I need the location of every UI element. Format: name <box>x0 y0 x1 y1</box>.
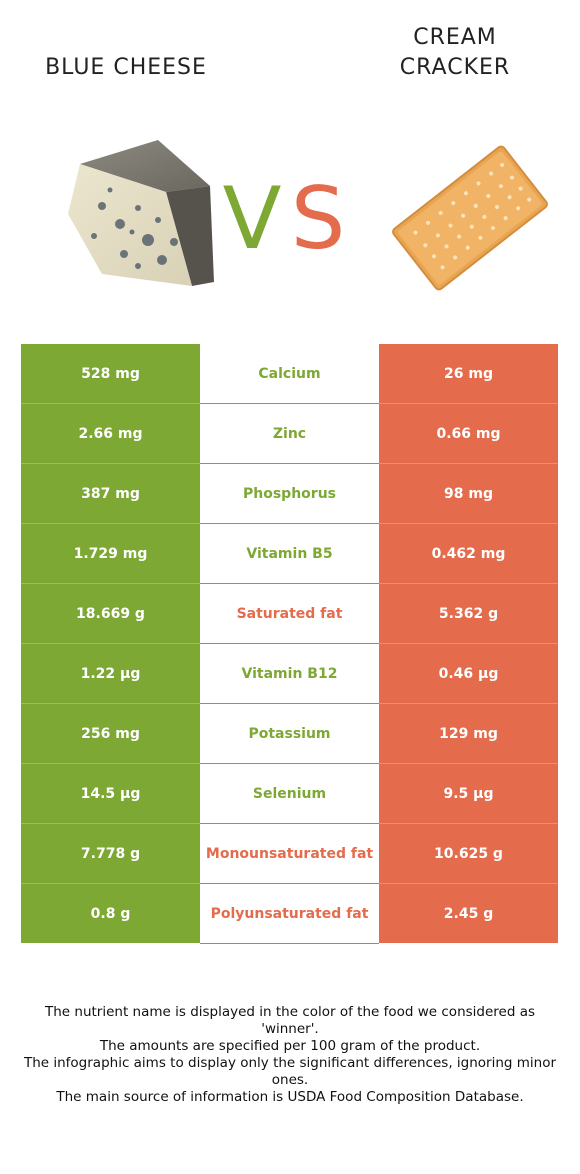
nutrient-row: 256 mg Potassium 129 mg <box>21 704 558 764</box>
row-divider <box>21 763 200 764</box>
left-value: 1.22 µg <box>21 644 200 703</box>
row-divider <box>379 883 558 884</box>
nutrient-name: Potassium <box>200 704 379 763</box>
nutrient-comparison-table: 528 mg Calcium 26 mg 2.66 mg Zinc 0.66 mg 387 … <box>21 344 558 944</box>
footnote-line-amounts: The amounts are specified per 100 gram o… <box>99 1038 481 1054</box>
row-divider <box>21 823 200 824</box>
nutrient-row: 14.5 µg Selenium 9.5 µg <box>21 764 558 824</box>
row-divider <box>200 883 379 884</box>
nutrient-row: 2.66 mg Zinc 0.66 mg <box>21 404 558 464</box>
nutrient-row: 1.22 µg Vitamin B12 0.46 µg <box>21 644 558 704</box>
nutrient-row: 387 mg Phosphorus 98 mg <box>21 464 558 524</box>
row-divider <box>200 403 379 404</box>
nutrient-row: 1.729 mg Vitamin B5 0.462 mg <box>21 524 558 584</box>
footnote-line-winner: The nutrient name is displayed in the co… <box>44 1004 536 1037</box>
left-value: 14.5 µg <box>21 764 200 823</box>
right-value: 0.462 mg <box>379 524 558 583</box>
row-divider <box>21 463 200 464</box>
left-value: 2.66 mg <box>21 404 200 463</box>
left-value: 18.669 g <box>21 584 200 643</box>
nutrient-row: 528 mg Calcium 26 mg <box>21 344 558 404</box>
footnote-line-source: The main source of information is USDA F… <box>56 1089 524 1105</box>
right-value: 129 mg <box>379 704 558 763</box>
right-value: 5.362 g <box>379 584 558 643</box>
row-divider <box>379 703 558 704</box>
blue-cheese-image <box>68 140 214 286</box>
nutrient-name: Zinc <box>200 404 379 463</box>
row-divider <box>21 643 200 644</box>
left-value: 256 mg <box>21 704 200 763</box>
row-divider <box>200 823 379 824</box>
nutrient-name: Monounsaturated fat <box>200 824 379 883</box>
row-divider <box>200 943 379 944</box>
row-divider <box>21 583 200 584</box>
row-divider <box>21 703 200 704</box>
footnote: The nutrient name is displayed in the co… <box>20 1004 560 1106</box>
row-divider <box>21 403 200 404</box>
row-divider <box>21 883 200 884</box>
right-food-title-line1: CREAM <box>413 25 497 50</box>
right-value: 0.66 mg <box>379 404 558 463</box>
nutrient-name: Polyunsaturated fat <box>200 884 379 943</box>
nutrient-row: 7.778 g Monounsaturated fat 10.625 g <box>21 824 558 884</box>
row-divider <box>379 463 558 464</box>
left-food-title: BLUE CHEESE <box>45 55 207 80</box>
row-divider <box>379 763 558 764</box>
nutrient-name: Selenium <box>200 764 379 823</box>
left-value: 387 mg <box>21 464 200 523</box>
nutrient-row: 18.669 g Saturated fat 5.362 g <box>21 584 558 644</box>
row-divider <box>200 523 379 524</box>
nutrient-name: Phosphorus <box>200 464 379 523</box>
cream-cracker-image <box>392 145 548 291</box>
right-value: 2.45 g <box>379 884 558 943</box>
row-divider <box>379 403 558 404</box>
row-divider <box>200 643 379 644</box>
nutrient-name: Calcium <box>200 344 379 403</box>
right-food-title: CREAM CRACKER <box>360 23 550 83</box>
right-value: 26 mg <box>379 344 558 403</box>
svg-text:V: V <box>223 170 282 260</box>
nutrient-row: 0.8 g Polyunsaturated fat 2.45 g <box>21 884 558 944</box>
nutrient-name: Vitamin B12 <box>200 644 379 703</box>
nutrient-name: Vitamin B5 <box>200 524 379 583</box>
right-value: 98 mg <box>379 464 558 523</box>
footnote-line-differences: The infographic aims to display only the… <box>23 1055 557 1088</box>
left-value: 7.778 g <box>21 824 200 883</box>
row-divider <box>200 703 379 704</box>
vs-label: V S <box>223 170 346 260</box>
row-divider <box>379 523 558 524</box>
right-food-title-line2: CRACKER <box>399 55 511 80</box>
left-value: 528 mg <box>21 344 200 403</box>
row-divider <box>200 583 379 584</box>
row-divider <box>200 463 379 464</box>
left-value: 0.8 g <box>21 884 200 943</box>
row-divider <box>200 763 379 764</box>
row-divider <box>379 823 558 824</box>
row-divider <box>379 583 558 584</box>
right-value: 9.5 µg <box>379 764 558 823</box>
svg-text:S: S <box>291 170 346 260</box>
nutrient-name: Saturated fat <box>200 584 379 643</box>
row-divider <box>379 643 558 644</box>
left-value: 1.729 mg <box>21 524 200 583</box>
row-divider <box>21 523 200 524</box>
right-value: 10.625 g <box>379 824 558 883</box>
right-value: 0.46 µg <box>379 644 558 703</box>
